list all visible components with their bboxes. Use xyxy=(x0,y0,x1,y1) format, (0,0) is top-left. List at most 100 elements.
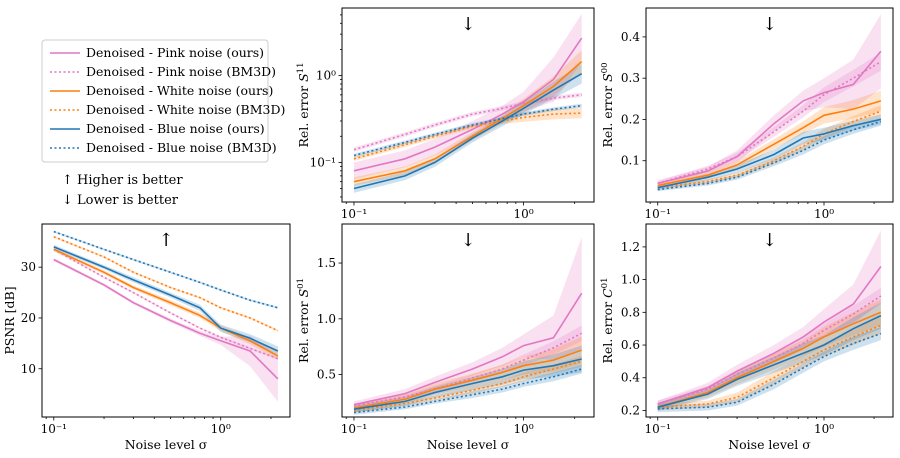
confidence-band xyxy=(354,336,582,412)
y-tick-label: 30 xyxy=(21,260,36,274)
series-line xyxy=(53,248,279,357)
legend-entry: Denoised - Blue noise (ours) xyxy=(50,121,265,136)
subplot-s11: 10⁻¹ 10⁰ 10⁻¹ 10⁰ Rel. error S11 ↓ xyxy=(296,7,595,221)
series-line xyxy=(353,292,583,406)
legend-label: Denoised - Pink noise (BM3D) xyxy=(86,64,276,79)
series-line xyxy=(353,360,582,412)
legend-entry: Denoised - White noise (ours) xyxy=(50,83,273,98)
series-line xyxy=(657,100,882,187)
x-tick-label: 10⁻¹ xyxy=(41,422,67,436)
x-tick-label: 10⁻¹ xyxy=(341,207,367,221)
y-tick-label: 0.5 xyxy=(317,368,336,382)
metric-direction-arrow: ↓ xyxy=(762,14,777,35)
series-line xyxy=(657,118,882,189)
confidence-band xyxy=(354,13,582,180)
x-tick-label: 10⁻¹ xyxy=(645,422,671,436)
confidence-band xyxy=(354,103,582,158)
legend-label: Denoised - Blue noise (ours) xyxy=(86,121,265,136)
axes-frame xyxy=(341,7,595,203)
series-line xyxy=(657,311,882,408)
plot-area xyxy=(657,14,882,192)
confidence-band xyxy=(657,230,881,408)
x-tick-label: 10⁰ xyxy=(514,207,534,221)
series-line xyxy=(353,368,582,414)
confidence-band xyxy=(53,230,278,309)
legend-entry: Denoised - Pink noise (BM3D) xyxy=(50,64,276,79)
y-tick-label: 0.4 xyxy=(621,30,640,44)
plot-area xyxy=(353,13,583,193)
lower-better-note: ↓ Lower is better xyxy=(62,193,179,208)
series-line xyxy=(53,230,279,309)
confidence-band xyxy=(354,107,582,161)
series-line xyxy=(53,235,279,332)
legend-entry: Denoised - Pink noise (ours) xyxy=(50,45,264,60)
subplot-psnr: 10⁻¹ 10⁰ 10 20 30 PSNR [dB] Noise level σ ↑ xyxy=(2,223,291,452)
series-line xyxy=(353,112,582,160)
y-tick-label: 10⁰ xyxy=(316,69,336,83)
axes-frame xyxy=(645,7,894,203)
series-line xyxy=(353,73,583,190)
legend-label: Denoised - Pink noise (ours) xyxy=(86,45,264,60)
confidence-band xyxy=(657,117,881,192)
series-line xyxy=(53,258,279,380)
y-tick-label: 10⁻¹ xyxy=(310,155,336,169)
confidence-band xyxy=(657,287,881,408)
x-axis-label: Noise level σ xyxy=(125,437,208,452)
x-tick-label: 10⁻¹ xyxy=(341,422,367,436)
x-tick-label: 10⁰ xyxy=(514,422,534,436)
series-line xyxy=(353,60,583,183)
legend: Denoised - Pink noise (ours) Denoised - P… xyxy=(41,39,285,208)
y-axis-label: Rel. error C01 xyxy=(600,278,615,364)
axes-frame xyxy=(645,223,894,418)
y-tick-label: 0.3 xyxy=(621,71,640,85)
metric-direction-arrow: ↓ xyxy=(460,14,475,35)
y-tick-label: 0.6 xyxy=(621,338,640,352)
y-axis-label: Rel. error S11 xyxy=(296,63,311,148)
y-tick-label: 0.1 xyxy=(621,154,640,168)
higher-better-note: ↑ Higher is better xyxy=(62,173,183,188)
y-axis-label: PSNR [dB] xyxy=(2,286,17,354)
metric-direction-arrow: ↓ xyxy=(762,230,777,251)
confidence-band xyxy=(354,237,582,409)
legend-entry: Denoised - White noise (BM3D) xyxy=(50,102,285,117)
y-tick-label: 0.8 xyxy=(621,305,640,319)
confidence-band xyxy=(53,258,278,402)
y-tick-label: 1.2 xyxy=(621,240,640,254)
y-tick-label: 1.0 xyxy=(317,312,336,326)
legend-frame xyxy=(41,39,269,163)
subplot-c01: 10⁻¹ 10⁰ 0.2 0.4 0.6 0.8 1.0 1.2 Rel. error C01 N… xyxy=(600,223,894,452)
series-line xyxy=(53,248,279,360)
y-tick-label: 20 xyxy=(21,311,36,325)
metric-direction-arrow: ↓ xyxy=(460,230,475,251)
series-line xyxy=(353,37,583,172)
series-line xyxy=(657,50,882,185)
series-line xyxy=(657,266,882,405)
x-tick-label: 10⁰ xyxy=(814,422,834,436)
x-tick-label: 10⁻¹ xyxy=(645,207,671,221)
confidence-band xyxy=(657,299,881,411)
y-axis-label: Rel. error S01 xyxy=(296,278,311,363)
x-tick-label: 10⁰ xyxy=(814,207,834,221)
confidence-band xyxy=(354,63,582,193)
series-line xyxy=(353,332,583,407)
metric-direction-arrow: ↑ xyxy=(158,230,173,251)
legend-label: Denoised - White noise (ours) xyxy=(86,83,273,98)
x-axis-label: Noise level σ xyxy=(427,437,510,452)
plot-area xyxy=(353,237,583,415)
y-tick-label: 1.0 xyxy=(621,273,640,287)
y-tick-label: 0.4 xyxy=(621,371,640,385)
series-line xyxy=(53,246,279,352)
subplot-s00: 10⁻¹ 10⁰ 0.1 0.2 0.3 0.4 Rel. error S00 ↓ xyxy=(600,7,894,221)
y-tick-label: 0.2 xyxy=(621,112,640,126)
legend-label: Denoised - Blue noise (BM3D) xyxy=(86,140,277,155)
y-axis-label: Rel. error S00 xyxy=(600,63,615,148)
confidence-band xyxy=(53,235,278,332)
legend-label: Denoised - White noise (BM3D) xyxy=(86,102,285,117)
x-axis-label: Noise level σ xyxy=(728,437,811,452)
confidence-band xyxy=(354,92,582,152)
x-tick-label: 10⁰ xyxy=(211,422,231,436)
legend-entry: Denoised - Blue noise (BM3D) xyxy=(50,140,277,155)
y-tick-label: 0.2 xyxy=(621,403,640,417)
series-line xyxy=(657,314,882,408)
